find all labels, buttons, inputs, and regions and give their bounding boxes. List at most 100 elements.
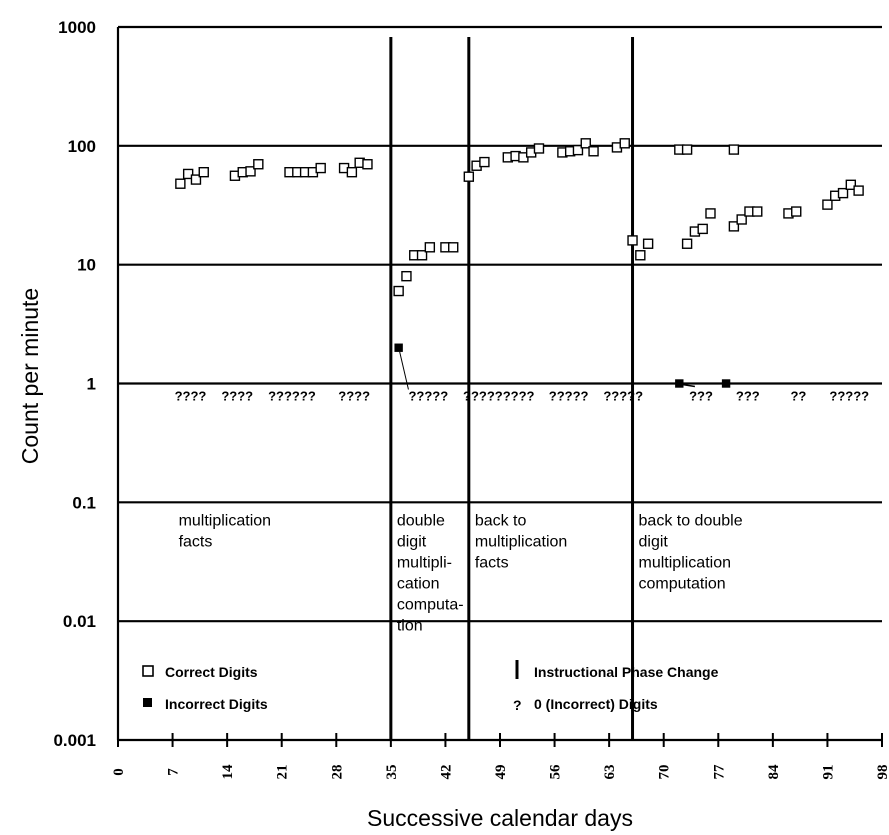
y-tick-label: 0.001 bbox=[53, 731, 96, 750]
correct-digit-point bbox=[642, 238, 654, 249]
correct-digit-point bbox=[681, 144, 693, 155]
legend-label: Correct Digits bbox=[165, 664, 258, 680]
correct-digit-point bbox=[728, 221, 740, 232]
phase-label: double digit multipli-cation computa-tion bbox=[397, 512, 464, 634]
x-tick-label: 77 bbox=[711, 764, 727, 780]
phase-label-line: multipli- bbox=[397, 554, 452, 571]
correct-digit-point bbox=[791, 206, 802, 217]
incorrect-digit-point bbox=[394, 343, 403, 352]
phase-label-line: digit bbox=[639, 533, 669, 550]
phase-label-line: digit bbox=[397, 533, 427, 550]
correct-digit-point bbox=[479, 156, 490, 168]
correct-digit-point bbox=[572, 144, 584, 156]
data-points bbox=[175, 138, 864, 390]
correct-digit-point bbox=[705, 208, 716, 219]
gridlines bbox=[118, 25, 882, 623]
legend-question-icon: ? bbox=[513, 697, 522, 713]
correct-digit-point bbox=[728, 144, 740, 155]
zero-marker: ????? bbox=[829, 389, 869, 404]
zero-marker: ???? bbox=[175, 389, 207, 404]
x-tick-label: 14 bbox=[220, 764, 236, 780]
correct-digit-point bbox=[681, 238, 693, 249]
x-tick-label: 98 bbox=[875, 765, 889, 780]
zero-marker: ?????? bbox=[268, 389, 316, 404]
zero-marker: ??? bbox=[736, 389, 760, 404]
correct-digit-point bbox=[315, 162, 326, 174]
correct-digit-point bbox=[424, 242, 436, 253]
phase-label-line: back to double bbox=[639, 512, 743, 529]
correct-digit-point bbox=[182, 168, 194, 180]
x-tick-label: 56 bbox=[548, 764, 564, 780]
incorrect-digit-point bbox=[675, 379, 684, 388]
zero-marker: ????? bbox=[408, 389, 448, 404]
phase-label-line: double bbox=[397, 512, 445, 529]
y-tick-label: 1 bbox=[87, 375, 96, 394]
phase-label: back to multiplication facts bbox=[475, 512, 567, 571]
legend-correct-icon bbox=[142, 665, 154, 677]
incorrect-trend-line bbox=[682, 383, 696, 388]
correct-digit-point bbox=[416, 250, 428, 261]
y-tick-label: 10 bbox=[77, 256, 96, 275]
x-tick-label: 21 bbox=[275, 765, 291, 780]
correct-digit-point bbox=[837, 187, 849, 199]
phase-label-line: multiplication bbox=[179, 512, 271, 529]
x-tick-label: 63 bbox=[602, 765, 618, 780]
correct-digit-point bbox=[635, 250, 646, 261]
y-tick-label: 1000 bbox=[58, 18, 96, 37]
x-tick-labels: 0 7 14 21 28 35 42 49 56 63 70 77 84 91 98 bbox=[111, 764, 889, 780]
correct-digit-point bbox=[752, 206, 763, 217]
x-tick-label: 7 bbox=[166, 768, 182, 776]
phase-label-line: multiplication bbox=[639, 554, 731, 571]
correct-digit-point bbox=[736, 214, 747, 225]
correct-digit-point bbox=[580, 138, 591, 149]
correct-digit-point bbox=[533, 143, 545, 154]
zero-marker: ????? bbox=[603, 389, 643, 404]
correct-digit-point bbox=[198, 166, 209, 178]
correct-digit-point bbox=[619, 138, 630, 149]
legend-incorrect-icon bbox=[143, 698, 152, 707]
phase-label-line: tion bbox=[397, 617, 423, 634]
phase-label-line: facts bbox=[475, 554, 509, 571]
x-tick-label: 35 bbox=[384, 765, 400, 780]
correct-digit-point bbox=[822, 199, 833, 210]
x-tick-label: 0 bbox=[111, 768, 127, 776]
correct-digit-point bbox=[463, 171, 475, 182]
correct-digit-point bbox=[346, 166, 358, 178]
phase-labels: multiplication facts double digit multipli-c… bbox=[179, 512, 743, 634]
phase-label: multiplication facts bbox=[179, 512, 271, 550]
phase-label-line: computa- bbox=[397, 596, 464, 613]
x-tick-label: 91 bbox=[820, 765, 836, 780]
zero-marker: ???? bbox=[221, 389, 253, 404]
zero-marker: ?? bbox=[790, 389, 806, 404]
phase-label-line: computation bbox=[639, 575, 726, 592]
correct-digit-point bbox=[175, 178, 186, 189]
y-tick-label: 0.01 bbox=[63, 612, 96, 631]
legend-label: 0 (Incorrect) Digits bbox=[534, 696, 658, 712]
phase-label-line: multiplication bbox=[475, 533, 567, 550]
axes bbox=[116, 27, 883, 747]
x-tick-label: 70 bbox=[657, 765, 673, 780]
phase-label-line: back to bbox=[475, 512, 527, 529]
y-axis-title: Count per minute bbox=[17, 288, 43, 464]
x-tick-label: 42 bbox=[438, 765, 454, 780]
correct-digit-point bbox=[362, 159, 373, 170]
x-tick-label: 28 bbox=[329, 765, 345, 780]
phase-label-line: cation bbox=[397, 575, 440, 592]
zero-marker: ????? bbox=[549, 389, 589, 404]
correct-digit-point bbox=[853, 185, 864, 196]
x-axis-title: Successive calendar days bbox=[367, 805, 633, 831]
correct-digit-point bbox=[627, 235, 638, 246]
y-tick-label: 100 bbox=[68, 137, 96, 156]
correct-digit-point bbox=[253, 159, 264, 170]
zero-marker: ??? bbox=[689, 389, 713, 404]
phase-change-lines bbox=[389, 37, 635, 740]
phase-label: back to double digit multiplication computa… bbox=[639, 512, 743, 592]
correct-digit-point bbox=[448, 242, 459, 253]
incorrect-digit-point bbox=[721, 379, 731, 388]
y-tick-label: 0.1 bbox=[72, 493, 96, 512]
correct-digit-point bbox=[588, 146, 599, 157]
zero-markers: ????????????????????????????????????????… bbox=[175, 389, 870, 404]
x-tick-label: 84 bbox=[766, 764, 782, 780]
zero-marker: ???? bbox=[338, 389, 370, 404]
legend-label: Instructional Phase Change bbox=[534, 664, 719, 680]
